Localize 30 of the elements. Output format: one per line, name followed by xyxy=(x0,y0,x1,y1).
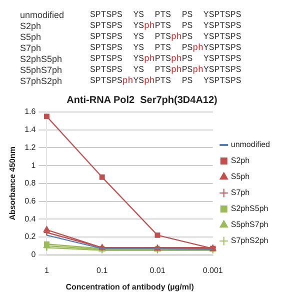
y-tick-label: 1.6 xyxy=(24,107,36,116)
text: S5ph SPTSPS YS PTSphPS YSPTSPS xyxy=(20,32,242,42)
x-tick-label: 0.001 xyxy=(202,266,224,275)
legend-label: S5ph xyxy=(230,172,250,182)
legend-label: S7phS2ph xyxy=(230,236,268,246)
text: S2phS5ph SPTSPS YSphPTSphPS YSPTSPS xyxy=(20,54,242,64)
legend-label: unmodified xyxy=(230,140,270,150)
text: S5phS7ph SPTSPS YS PTSphPSphYSPTSPS xyxy=(20,65,242,75)
y-axis-title: Absorbance 450nm xyxy=(8,146,18,220)
legend-label: S5phS7ph xyxy=(230,220,268,230)
y-tick-label: 1.4 xyxy=(24,125,36,134)
text: S7phS2ph SPTSPSphYSphPTS PS YSPTSPS xyxy=(20,76,242,86)
y-tick-label: 0.2 xyxy=(24,232,36,242)
text: S2ph SPTSPS YSphPTS PS YSPTSPS xyxy=(20,21,242,31)
y-tick-label: 0 xyxy=(31,250,36,260)
y-tick-label: 0.6 xyxy=(24,196,36,206)
text: S7ph SPTSPS YS PTS PSphYSPTSPS xyxy=(20,43,242,53)
x-axis-title: Concentration of antibody (µg/ml) xyxy=(66,282,194,292)
y-tick-label: 0.8 xyxy=(24,178,36,188)
legend-label: S2ph xyxy=(230,156,250,166)
legend-label: S2phS5ph xyxy=(230,204,268,214)
x-tick-label: 0.1 xyxy=(96,266,108,275)
chart-title: Anti-RNA Pol2 Ser7ph(3D4A12) xyxy=(66,94,218,106)
y-tick-label: 1 xyxy=(31,160,36,170)
x-tick-label: 1 xyxy=(44,266,50,275)
y-tick-label: 0.4 xyxy=(24,214,36,224)
y-tick-label: 1.2 xyxy=(24,142,36,152)
legend-label: S7ph xyxy=(230,188,250,198)
text: unmodified SPTSPS YS PTS PS YSPTSPS xyxy=(20,10,242,20)
x-tick-label: 0.01 xyxy=(150,266,166,275)
